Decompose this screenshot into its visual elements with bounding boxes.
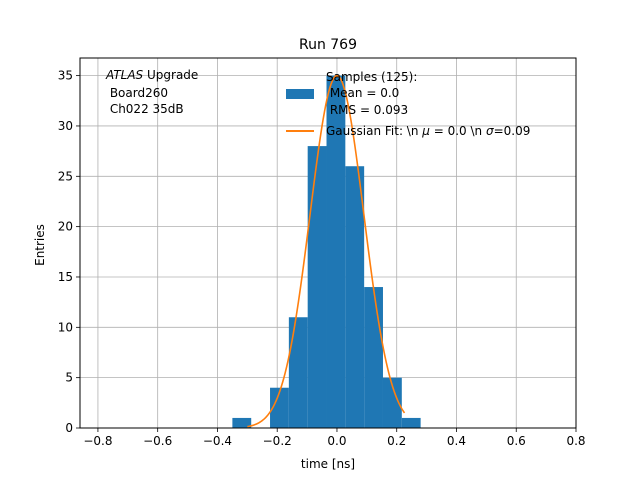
histogram-bar	[382, 377, 402, 428]
x-tick-label: −0.2	[263, 434, 292, 448]
x-tick-label: −0.6	[143, 434, 172, 448]
histogram-bar	[326, 75, 346, 428]
x-axis-label: time [ns]	[301, 457, 355, 471]
y-tick-label: 15	[58, 270, 73, 284]
axes-frame	[79, 57, 577, 429]
x-tick-label: 0.0	[327, 434, 346, 448]
histogram-bar	[270, 387, 289, 428]
x-axis-ticks: −0.8 −0.6 −0.4 −0.2 0.0 0.2 0.4 0.6 0.8	[83, 428, 586, 448]
svg-text:ATLAS Upgrade: ATLAS Upgrade	[105, 68, 198, 82]
y-tick-label: 25	[58, 169, 73, 183]
annotation-board: Board260	[106, 86, 168, 100]
legend-samples-swatch	[286, 89, 314, 99]
histogram-bar	[307, 146, 327, 428]
y-tick-label: 30	[58, 119, 73, 133]
y-tick-label: 5	[65, 371, 73, 385]
y-axis-label: Entries	[33, 224, 47, 266]
histogram-bar	[364, 287, 383, 428]
legend-samples-mean: Mean = 0.0	[326, 86, 399, 100]
gaussian-fit-line	[247, 74, 406, 428]
y-tick-label: 20	[58, 220, 73, 234]
legend-samples-label: Samples (125):	[326, 70, 417, 84]
x-tick-label: 0.8	[566, 434, 585, 448]
annotation-channel: Ch022 35dB	[106, 102, 184, 116]
annotation-upgrade: Upgrade	[143, 68, 198, 82]
atlas-annotation: ATLAS Upgrade Board260 Ch022 35dB	[105, 68, 198, 116]
x-tick-label: 0.6	[507, 434, 526, 448]
annotation-atlas: ATLAS	[105, 68, 144, 82]
gaussian-fit	[247, 74, 406, 428]
y-tick-label: 10	[58, 320, 73, 334]
legend-fit-label: Gaussian Fit: \n μ = 0.0 \n σ=0.09	[326, 124, 530, 138]
histogram-bar	[401, 417, 421, 428]
legend: Samples (125): Mean = 0.0 RMS = 0.093 Ga…	[286, 70, 530, 138]
y-tick-label: 0	[65, 421, 73, 435]
histogram-bars	[232, 75, 421, 428]
histogram-bar	[232, 417, 252, 428]
legend-samples-rms: RMS = 0.093	[326, 103, 408, 117]
x-tick-label: 0.2	[387, 434, 406, 448]
y-tick-label: 35	[58, 69, 73, 83]
histogram-bar	[288, 317, 308, 428]
y-axis-ticks: 0 5 10 15 20 25 30 35	[58, 69, 80, 435]
x-tick-label: −0.8	[83, 434, 112, 448]
chart-title: Run 769	[299, 37, 357, 53]
histogram-bar	[345, 166, 365, 428]
x-tick-label: 0.4	[447, 434, 466, 448]
x-tick-label: −0.4	[203, 434, 232, 448]
